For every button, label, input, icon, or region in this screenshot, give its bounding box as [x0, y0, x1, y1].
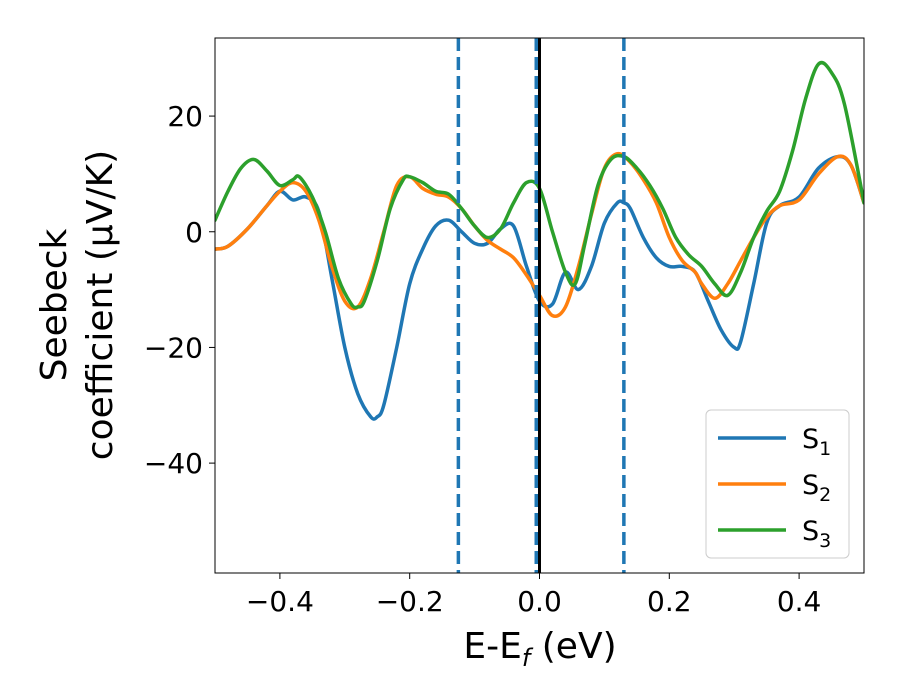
x-tick-label: 0.2: [647, 585, 692, 618]
legend: S1 S2 S3: [705, 409, 850, 559]
x-axis-title-unit: (eV): [530, 626, 616, 667]
y-tick-label: 20: [167, 100, 203, 133]
x-axis-title: E-Ef (eV): [463, 626, 616, 672]
legend-label-s1: S1: [802, 424, 831, 460]
axes: −0.4 −0.2 0.0 0.2 0.4 −40 −20 0 20: [144, 37, 865, 618]
plot-area: [215, 38, 864, 573]
x-tick-label: −0.2: [376, 585, 444, 618]
legend-label-s3: S3: [802, 516, 831, 552]
y-tick-label: 0: [185, 216, 203, 249]
y-axis-title-line2: coefficient (μV/K): [80, 150, 121, 460]
x-axis-title-main: E-E: [463, 626, 521, 667]
y-axis-title-line1: Seebeck: [34, 228, 75, 381]
y-tick-label: −40: [144, 447, 203, 480]
legend-label-s2: S2: [802, 470, 831, 506]
x-tick-label: 0.4: [777, 585, 822, 618]
x-tick-label: −0.4: [246, 585, 314, 618]
y-tick-label: −20: [144, 331, 203, 364]
series-line-s3: [215, 60, 864, 310]
x-tick-label: 0.0: [517, 585, 562, 618]
